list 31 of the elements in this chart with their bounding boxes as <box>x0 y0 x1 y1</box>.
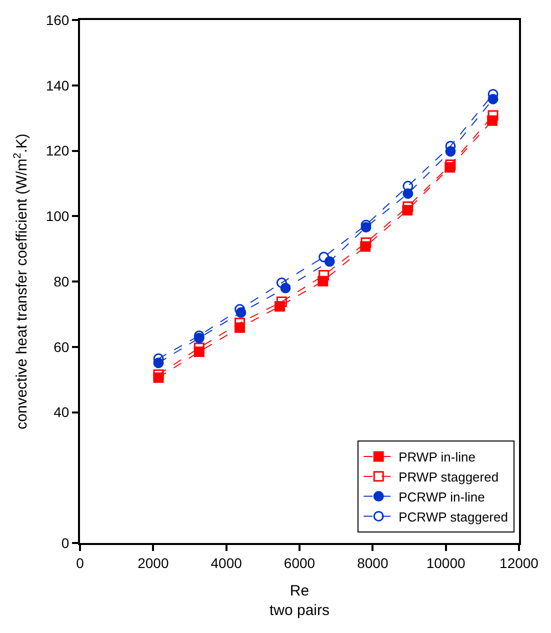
y-tick-label: 120 <box>46 142 70 159</box>
y-tick-label: 40 <box>54 404 70 420</box>
x-tick-label: 8000 <box>357 554 388 571</box>
y-tick-label: 80 <box>54 273 70 290</box>
x-tick-label: 0 <box>76 554 84 571</box>
legend-label: PCRWP in-line <box>398 489 485 504</box>
y-tick-label: 140 <box>46 77 70 94</box>
x-tick-label: 10000 <box>426 554 466 571</box>
legend-label: PCRWP staggered <box>398 509 508 524</box>
y-tick-label: 100 <box>46 208 70 224</box>
point <box>402 201 414 212</box>
y-tick-label: 0 <box>61 534 70 551</box>
point <box>153 369 164 380</box>
x-axis-title: Re two pairs <box>269 582 330 619</box>
point <box>194 342 204 354</box>
legend-label: PRWP staggered <box>398 469 499 484</box>
point <box>276 278 287 288</box>
legend-label: PRWP in-line <box>398 450 476 465</box>
point <box>276 296 287 308</box>
x-tick-label: 6000 <box>284 554 316 571</box>
point <box>318 270 330 281</box>
point <box>488 110 498 121</box>
point <box>445 160 456 170</box>
y-tick-label: 160 <box>46 12 70 28</box>
point <box>360 237 372 248</box>
x-tick-label: 12000 <box>500 554 539 571</box>
x-tick-label: 2000 <box>138 554 169 571</box>
y-tick-label: 60 <box>54 338 70 355</box>
x-tick-label: 4000 <box>210 554 242 571</box>
point <box>402 180 414 192</box>
point <box>318 252 330 262</box>
